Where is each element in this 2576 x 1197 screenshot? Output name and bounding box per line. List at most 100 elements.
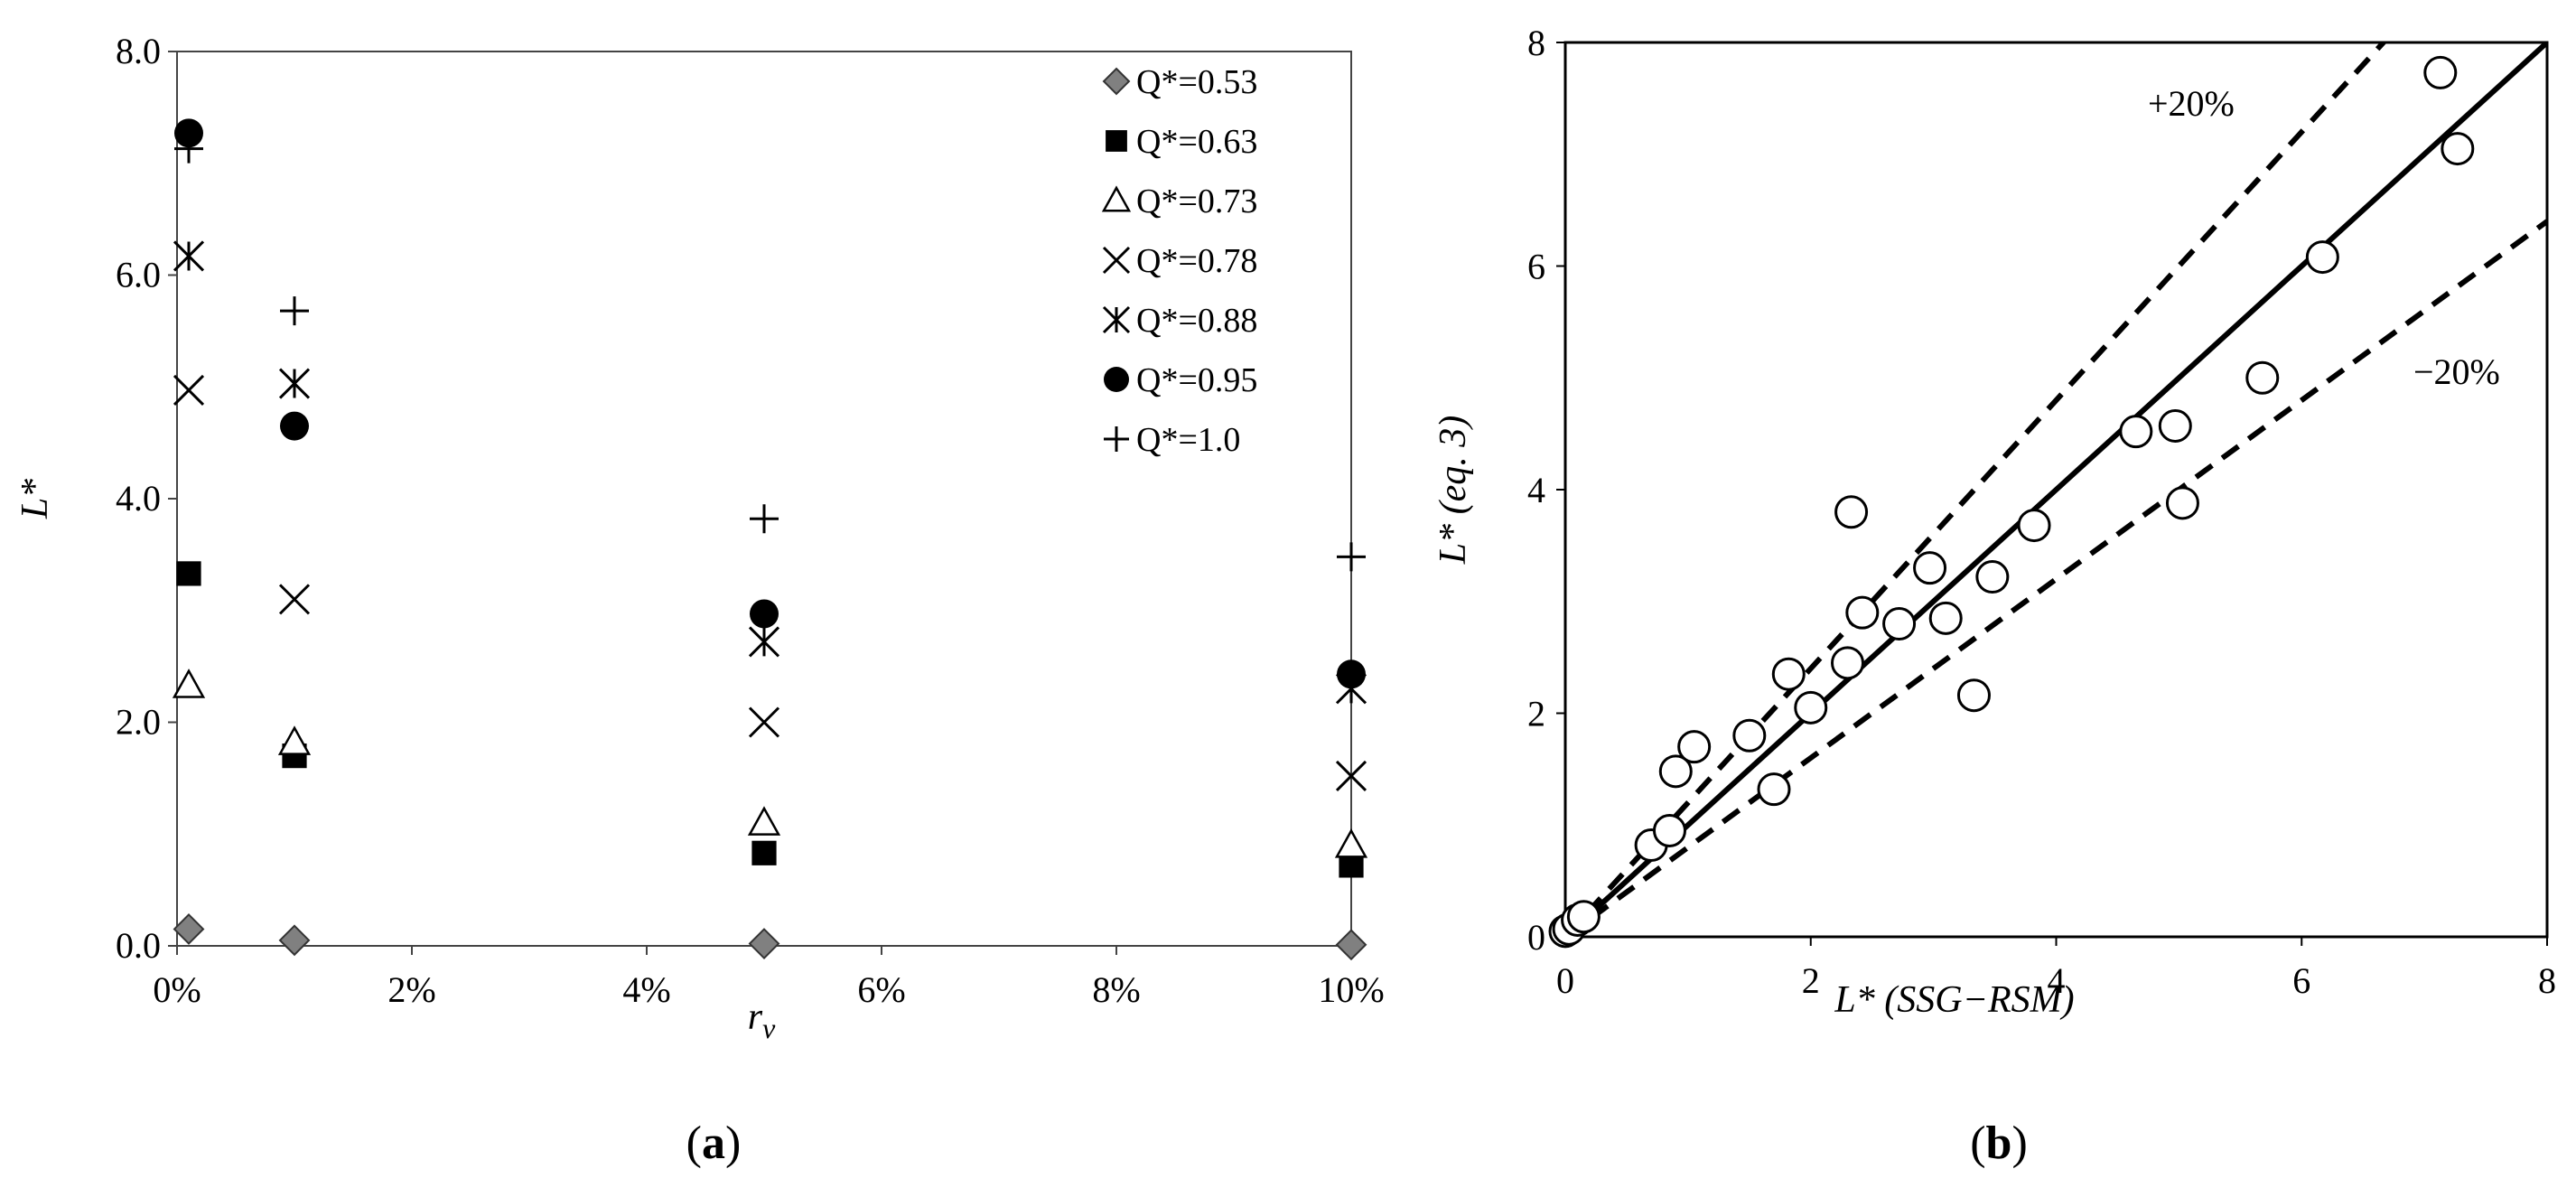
- panel-b-y-tick-label: 6: [1527, 247, 1545, 287]
- panel-b-data-point: [1771, 657, 1806, 691]
- panel-b-data-point: [1652, 813, 1686, 847]
- panel-a-legend-label: Q*=0.53: [1136, 63, 1257, 101]
- panel-a-data-point: [277, 725, 312, 755]
- panel-a-data-point: [173, 240, 205, 272]
- panel-b-data-point: [1834, 495, 1869, 529]
- panel-b-data-point: [1845, 595, 1880, 630]
- panel-a-data-point: [747, 806, 781, 836]
- panel-a-data-point: [278, 368, 311, 399]
- panel-a-data-point: [751, 840, 777, 865]
- panel-b-data-point: [1831, 646, 1865, 680]
- panel-b-y-tick-label: 0: [1527, 917, 1545, 958]
- panel-b-x-axis-label: L* (SSG−RSM): [1834, 979, 2074, 1021]
- panel-a-data-point: [748, 706, 780, 738]
- panel-a-x-tick-label: 8%: [1092, 969, 1140, 1010]
- panel-a-x-tick-label: 4%: [622, 969, 670, 1010]
- panel-b-data-point: [2158, 408, 2192, 443]
- panel-a-y-tick-label: 6.0: [116, 255, 161, 295]
- panel-a-data-point: [174, 118, 203, 148]
- panel-a-legend-label: Q*=1.0: [1136, 421, 1240, 459]
- panel-b-x-tick-label: 2: [1802, 960, 1820, 1001]
- panel-b-data-point: [1566, 900, 1601, 934]
- panel-a-legend-label: Q*=0.63: [1136, 123, 1257, 161]
- panel-a-legend: Q*=0.53 Q*=0.63 Q*=0.73 Q*=0.78 Q*=0.88 Q*=0.…: [1101, 63, 1257, 459]
- panel-a-legend-marker: [1104, 367, 1129, 392]
- panel-a-data-point: [1335, 929, 1367, 961]
- panel-b-error-band-line: [1565, 219, 2547, 937]
- panel-a-data-point: [173, 374, 205, 407]
- panel-a-x-tick-label: 6%: [857, 969, 905, 1010]
- panel-a-y-tick-label: 8.0: [116, 31, 161, 71]
- panel-a-legend-marker: [1106, 130, 1127, 152]
- panel-a-data-point: [173, 913, 205, 945]
- panel-a-y-tick-label: 0.0: [116, 925, 161, 966]
- panel-b-data-point: [2245, 360, 2280, 395]
- panel-a-data-point: [750, 504, 779, 534]
- panel-b-minus20-annotation: −20%: [2413, 351, 2500, 392]
- panel-a-legend-label: Q*=0.73: [1136, 182, 1257, 220]
- panel-b-y-tick-label: 2: [1527, 694, 1545, 734]
- panel-a-data-point: [172, 669, 206, 698]
- panel-a-legend-marker: [1102, 246, 1131, 275]
- panel-b-x-tick-label: 6: [2292, 960, 2310, 1001]
- panel-a-data-point: [278, 584, 311, 615]
- panel-b-data-point: [1794, 690, 1828, 725]
- panel-b-data-point: [1658, 754, 1693, 789]
- panel-a-legend-marker: [1102, 305, 1131, 334]
- panel-b-data-point: [2305, 240, 2339, 275]
- panel-a-x-axis-label-main: r: [748, 996, 763, 1038]
- panel-a-y-tick-label: 2.0: [116, 702, 161, 743]
- panel-b-one-to-one-line: [1565, 42, 2547, 937]
- panel-b-data-point: [1913, 551, 1947, 585]
- panel-b-data-point: [1757, 772, 1791, 807]
- panel-a-data-point: [1334, 828, 1368, 858]
- panel-a-x-axis-label-subscript: v: [762, 1012, 776, 1044]
- panel-a-legend-marker: [1102, 67, 1131, 96]
- panel-a-data-point: [176, 561, 201, 586]
- panel-b-data-point: [1928, 601, 1963, 635]
- panel-a-data-point: [278, 924, 311, 957]
- panel-a-x-tick-label: 10%: [1318, 969, 1384, 1010]
- panel-a-data-point: [280, 411, 309, 441]
- panel-a-data-point: [748, 626, 780, 658]
- panel-a-x-axis-label: rv: [748, 996, 776, 1044]
- panel-b-data-point: [1677, 730, 1712, 764]
- panel-a-label: (a): [686, 1118, 742, 1169]
- panel-a-legend-label: Q*=0.95: [1136, 361, 1257, 399]
- panel-a-data-point: [280, 296, 309, 326]
- panel-b-data-point: [1975, 560, 2010, 594]
- panel-a-legend-label: Q*=0.88: [1136, 302, 1257, 340]
- panel-a-y-axis-label: L*: [14, 479, 56, 519]
- panel-b-y-tick-label: 4: [1527, 470, 1545, 510]
- panel-a-data-point: [750, 599, 779, 629]
- panel-b-y-axis-label: L* (eq. 3): [1433, 416, 1474, 565]
- panel-b-error-band-line: [1565, 42, 2387, 937]
- panel-b-data-point: [1732, 718, 1767, 753]
- panel-b-x-tick-label: 8: [2538, 960, 2556, 1001]
- panel-a-legend-marker: [1104, 426, 1129, 452]
- panel-b-x-tick-label: 4: [2048, 960, 2066, 1001]
- panel-b-data-point: [2165, 486, 2199, 520]
- panel-b-data-point: [2423, 55, 2458, 89]
- panel-a-legend-marker: [1101, 185, 1132, 212]
- panel-b-data-point: [1956, 678, 1991, 713]
- panel-a-data-point: [748, 928, 780, 959]
- panel-b-chart: 0 2 4 6 8 0 2 4 6 8 +20% −20% L* (eq. 3) L* (SSG−…: [1433, 23, 2556, 1169]
- panel-a-chart: 0.02.04.06.08.00% 2% 4% 6% 8% 10% Q*=0.53Q*=0…: [14, 31, 1385, 1169]
- panel-b-plus20-annotation: +20%: [2148, 83, 2235, 124]
- panel-a-x-tick-label: 2%: [387, 969, 435, 1010]
- panel-a-data-point: [174, 134, 203, 164]
- panel-a-legend-label: Q*=0.78: [1136, 242, 1257, 280]
- panel-a-data-point: [1337, 659, 1366, 689]
- panel-a-x-tick-label: 0%: [153, 969, 201, 1010]
- panel-b-y-tick-label: 8: [1527, 23, 1545, 63]
- panel-b-label: (b): [1970, 1118, 2028, 1169]
- panel-a-data-point: [1335, 760, 1367, 791]
- panel-a-y-tick-label: 4.0: [116, 478, 161, 519]
- panel-a-data-point: [1337, 542, 1366, 572]
- panel-b-data-point: [1882, 607, 1917, 641]
- panel-b-x-tick-label: 0: [1556, 960, 1574, 1001]
- panel-b-data-point: [2017, 509, 2051, 543]
- panel-b-data-point: [2119, 415, 2153, 449]
